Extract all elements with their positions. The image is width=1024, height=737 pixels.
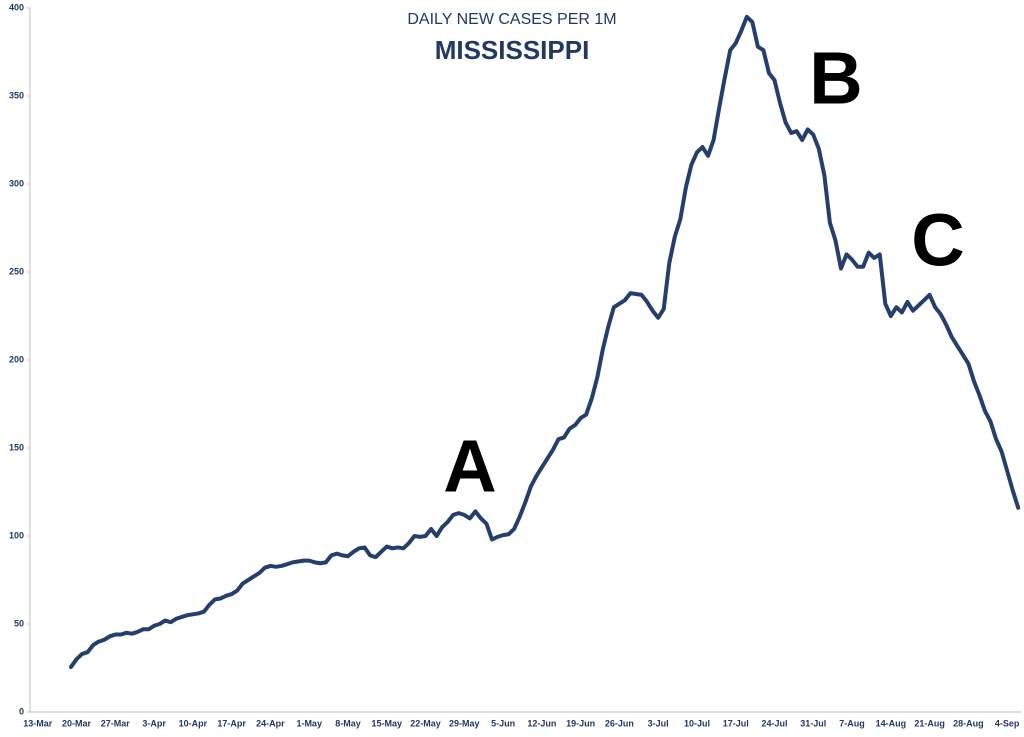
y-tick-label: 0 <box>19 706 24 716</box>
x-tick-label: 20-Mar <box>62 718 92 728</box>
x-tick-label: 26-Jun <box>605 718 634 728</box>
x-tick-label: 14-Aug <box>876 718 907 728</box>
y-tick-label: 400 <box>9 2 24 12</box>
x-tick-label: 8-May <box>335 718 361 728</box>
y-tick-label: 50 <box>14 618 24 628</box>
annotation: A <box>443 425 496 508</box>
x-tick-label: 29-May <box>449 718 480 728</box>
x-tick-label: 19-Jun <box>566 718 595 728</box>
x-tick-label: 10-Apr <box>179 718 208 728</box>
data-line <box>69 14 1021 669</box>
x-tick-label: 17-Jul <box>723 718 749 728</box>
x-tick-label: 31-Jul <box>800 718 826 728</box>
annotation: B <box>809 37 862 120</box>
x-tick-label: 1-May <box>296 718 322 728</box>
x-tick-label: 27-Mar <box>101 718 131 728</box>
x-tick-label: 24-Apr <box>256 718 285 728</box>
x-tick-label: 10-Jul <box>684 718 710 728</box>
y-tick-label: 250 <box>9 266 24 276</box>
x-tick-label: 22-May <box>410 718 441 728</box>
x-tick-label: 24-Jul <box>761 718 787 728</box>
chart-title: DAILY NEW CASES PER 1M <box>407 11 616 28</box>
y-tick-label: 150 <box>9 442 24 452</box>
x-tick-label: 3-Apr <box>142 718 166 728</box>
x-tick-label: 5-Jun <box>491 718 515 728</box>
y-tick-label: 300 <box>9 178 24 188</box>
chart-subtitle: MISSISSIPPI <box>435 35 590 65</box>
x-tick-label: 21-Aug <box>914 718 945 728</box>
y-tick-label: 350 <box>9 90 24 100</box>
x-tick-label: 7-Aug <box>839 718 865 728</box>
x-tick-label: 15-May <box>371 718 402 728</box>
x-tick-label: 4-Sep <box>995 718 1020 728</box>
y-tick-label: 100 <box>9 530 24 540</box>
y-tick-label: 200 <box>9 354 24 364</box>
annotation: C <box>911 199 964 282</box>
x-tick-label: 12-Jun <box>527 718 556 728</box>
x-tick-label: 28-Aug <box>953 718 984 728</box>
x-tick-label: 13-Mar <box>23 718 53 728</box>
x-tick-label: 17-Apr <box>217 718 246 728</box>
x-tick-label: 3-Jul <box>648 718 669 728</box>
